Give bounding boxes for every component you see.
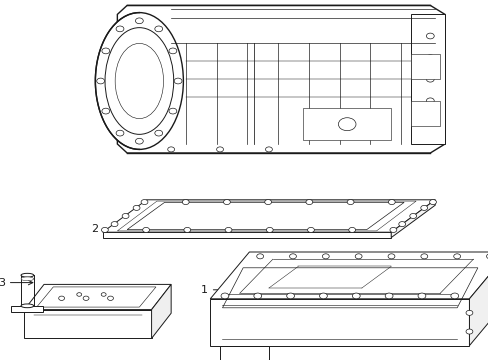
Circle shape <box>174 78 182 84</box>
Polygon shape <box>107 43 120 65</box>
Circle shape <box>465 310 472 315</box>
Circle shape <box>465 329 472 334</box>
Circle shape <box>116 130 123 136</box>
Polygon shape <box>151 284 171 338</box>
Text: 2: 2 <box>90 224 123 234</box>
Ellipse shape <box>21 304 34 308</box>
Polygon shape <box>210 252 488 299</box>
Polygon shape <box>12 306 43 312</box>
Circle shape <box>141 199 147 204</box>
Circle shape <box>428 199 435 204</box>
Ellipse shape <box>105 28 173 134</box>
Circle shape <box>253 293 261 299</box>
Circle shape <box>420 254 427 259</box>
Circle shape <box>417 293 425 299</box>
Circle shape <box>111 221 118 227</box>
Circle shape <box>389 228 396 233</box>
Circle shape <box>221 293 228 299</box>
Circle shape <box>426 98 433 104</box>
Circle shape <box>183 228 190 233</box>
Circle shape <box>169 108 177 114</box>
Circle shape <box>102 108 109 114</box>
Circle shape <box>348 228 355 233</box>
Circle shape <box>169 48 177 54</box>
Circle shape <box>352 293 360 299</box>
Circle shape <box>155 130 163 136</box>
Polygon shape <box>102 232 390 238</box>
Circle shape <box>420 205 427 210</box>
Circle shape <box>426 120 433 125</box>
Text: 1: 1 <box>201 285 228 295</box>
Circle shape <box>387 254 394 259</box>
Ellipse shape <box>21 273 34 277</box>
Circle shape <box>224 228 231 233</box>
Circle shape <box>142 228 149 233</box>
Circle shape <box>256 254 263 259</box>
Polygon shape <box>24 284 171 310</box>
Circle shape <box>264 199 271 204</box>
Circle shape <box>338 118 355 131</box>
Polygon shape <box>410 54 439 79</box>
Circle shape <box>289 254 296 259</box>
Ellipse shape <box>115 43 163 119</box>
Circle shape <box>450 293 458 299</box>
Circle shape <box>83 296 89 300</box>
Circle shape <box>426 76 433 82</box>
Circle shape <box>385 293 392 299</box>
Circle shape <box>387 199 394 204</box>
Polygon shape <box>107 68 120 90</box>
Circle shape <box>346 199 353 204</box>
Circle shape <box>135 138 143 144</box>
Polygon shape <box>390 200 434 238</box>
Circle shape <box>307 228 314 233</box>
Circle shape <box>182 199 189 204</box>
Circle shape <box>155 26 163 32</box>
Circle shape <box>122 213 129 219</box>
Polygon shape <box>24 310 151 338</box>
Circle shape <box>223 199 230 204</box>
Circle shape <box>97 78 104 84</box>
Circle shape <box>426 33 433 39</box>
Circle shape <box>426 55 433 60</box>
Polygon shape <box>210 299 468 346</box>
Circle shape <box>354 254 361 259</box>
Circle shape <box>453 254 460 259</box>
Circle shape <box>409 213 416 219</box>
Circle shape <box>59 296 64 300</box>
Circle shape <box>486 254 488 259</box>
Ellipse shape <box>95 13 183 149</box>
Circle shape <box>266 228 273 233</box>
Circle shape <box>102 48 109 54</box>
Circle shape <box>286 293 294 299</box>
Circle shape <box>77 293 81 296</box>
Circle shape <box>167 147 174 152</box>
Circle shape <box>102 228 108 233</box>
Circle shape <box>116 26 123 32</box>
Polygon shape <box>102 200 434 232</box>
Ellipse shape <box>21 277 34 281</box>
Polygon shape <box>220 346 268 360</box>
Circle shape <box>398 221 405 227</box>
Polygon shape <box>410 14 444 144</box>
Circle shape <box>305 199 312 204</box>
Polygon shape <box>410 101 439 126</box>
Circle shape <box>265 147 272 152</box>
Circle shape <box>319 293 326 299</box>
Polygon shape <box>303 108 390 140</box>
Circle shape <box>107 296 113 300</box>
Circle shape <box>101 293 106 296</box>
Text: 3: 3 <box>0 278 33 288</box>
Circle shape <box>322 254 328 259</box>
Polygon shape <box>107 97 120 119</box>
Circle shape <box>133 205 140 210</box>
Polygon shape <box>468 252 488 346</box>
Polygon shape <box>117 5 444 153</box>
Circle shape <box>135 18 143 24</box>
Circle shape <box>216 147 223 152</box>
